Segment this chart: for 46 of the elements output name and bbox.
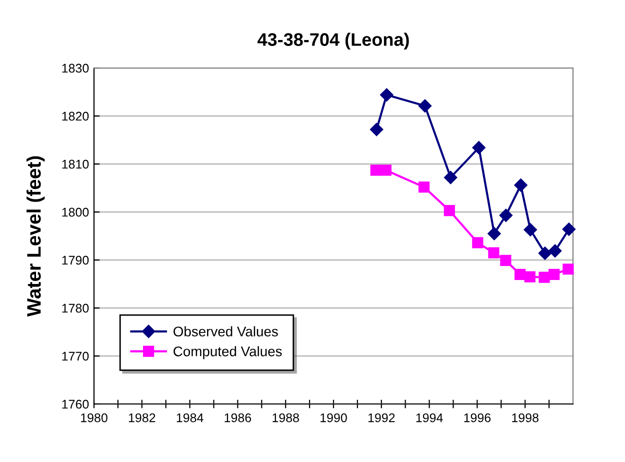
y-axis-title: Water Level (feet) (26, 156, 45, 317)
y-tick-label: 1780 (62, 304, 89, 313)
legend-label: Observed Values (174, 326, 278, 336)
point (380, 164, 392, 176)
y-tick-label: 1820 (62, 112, 89, 121)
point (499, 208, 513, 222)
x-tick-label: 1986 (224, 413, 252, 422)
point (514, 178, 528, 192)
point (524, 223, 537, 236)
y-tick-label: 1800 (62, 208, 89, 217)
y-tick-label: 1810 (62, 160, 89, 169)
y-tick-label: 1790 (62, 256, 89, 265)
point (500, 254, 512, 266)
point (538, 246, 552, 260)
x-tick-label: 1996 (464, 413, 491, 422)
point (444, 170, 458, 184)
point (444, 205, 455, 216)
x-tick-label: 1990 (320, 413, 347, 422)
y-tick-label: 1830 (62, 64, 89, 73)
point (488, 227, 501, 240)
point (548, 268, 560, 280)
point (488, 247, 500, 258)
point (370, 164, 382, 176)
x-tick-label: 1988 (272, 413, 299, 422)
point (370, 122, 384, 136)
point (548, 244, 562, 258)
x-tick-label: 1992 (368, 413, 395, 422)
point (472, 141, 486, 154)
y-tick-label: 1770 (62, 352, 89, 361)
x-tick-label: 1994 (416, 413, 443, 422)
point (562, 222, 576, 236)
point (418, 181, 430, 193)
point (380, 88, 394, 102)
point (514, 268, 526, 280)
x-tick-label: 1998 (512, 413, 538, 422)
y-tick-label: 1760 (62, 400, 89, 409)
point (472, 237, 484, 248)
point (538, 272, 550, 283)
point (418, 99, 432, 113)
x-tick-label: 1982 (128, 413, 156, 422)
x-tick-label: 1984 (176, 413, 204, 422)
point (524, 271, 536, 282)
chart-title: 43-38-704 (Leona) (258, 32, 409, 50)
legend-label: Computed Values (174, 346, 282, 360)
point (562, 264, 574, 275)
x-tick-label: 1980 (81, 413, 108, 422)
